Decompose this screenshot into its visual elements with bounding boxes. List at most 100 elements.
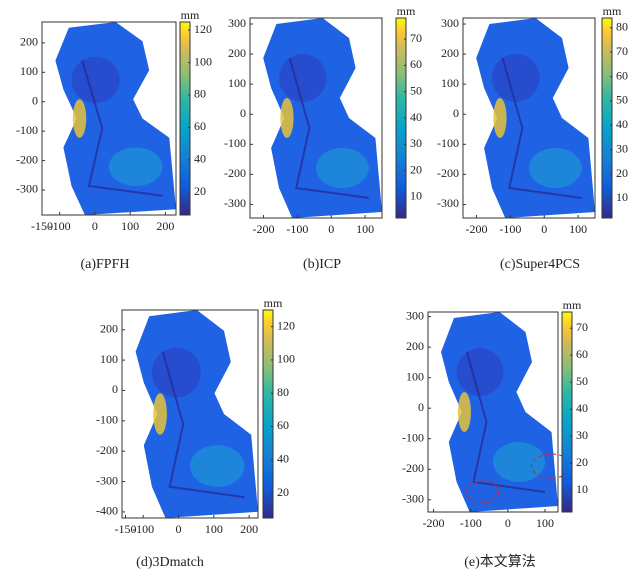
error-patch: [457, 392, 471, 432]
contour: [288, 57, 369, 199]
colorbar-tick-label: 20: [277, 485, 289, 499]
colorbar-tick-label: 10: [410, 189, 422, 203]
colorbar-tick-label: 50: [410, 83, 422, 97]
y-tick-label: -300: [402, 492, 424, 506]
colorbar-label: mm: [397, 4, 416, 18]
x-tick-label: 0: [541, 222, 547, 236]
y-tick-label: -100: [224, 136, 246, 150]
error-patch: [279, 54, 327, 102]
x-tick-label: 0: [328, 222, 334, 236]
y-tick-label: 0: [240, 106, 246, 120]
x-tick-label: 0: [505, 516, 511, 530]
y-tick-label: 300: [441, 16, 459, 30]
colorbar: [561, 311, 573, 513]
error-patch: [280, 98, 294, 138]
error-patch: [153, 393, 167, 435]
highlight-ring: [466, 480, 500, 504]
colorbar-tick-label: 40: [277, 452, 289, 466]
colorbar-tick-label: 60: [277, 418, 289, 432]
x-tick-label: -200: [253, 222, 275, 236]
x-tick-label: 100: [121, 219, 139, 233]
axes-frame: [462, 17, 596, 219]
colorbar-tick-label: 100: [194, 54, 212, 68]
colorbar-tick-label: 80: [194, 87, 206, 101]
x-tick-label: 100: [569, 222, 587, 236]
x-tick-label: -150: [31, 219, 53, 233]
y-tick-label: -100: [402, 430, 424, 444]
y-tick-label: -200: [96, 443, 118, 457]
axes-frame: [41, 21, 177, 216]
x-tick-label: 100: [536, 516, 554, 530]
error-patch: [492, 54, 540, 102]
axes-frame: [121, 309, 259, 519]
colorbar-tick-label: 120: [194, 22, 212, 36]
x-tick-label: -100: [49, 219, 71, 233]
error-patch: [316, 148, 369, 188]
y-tick-label: 100: [406, 369, 424, 383]
colorbar-label: mm: [264, 296, 283, 310]
y-tick-label: 300: [406, 308, 424, 322]
colorbar-tick-label: 40: [410, 110, 422, 124]
x-tick-label: 100: [205, 522, 223, 536]
error-patch: [71, 56, 120, 104]
y-tick-label: -200: [402, 461, 424, 475]
colorbar-tick-label: 20: [194, 184, 206, 198]
colorbar-tick-label: 30: [616, 141, 628, 155]
y-tick-label: -300: [16, 182, 38, 196]
x-tick-label: 200: [156, 219, 174, 233]
colorbar-tick-label: 20: [410, 162, 422, 176]
colorbar-tick-label: 50: [616, 93, 628, 107]
colorbar-tick-label: 20: [616, 166, 628, 180]
y-tick-label: -300: [224, 196, 246, 210]
error-patch: [109, 147, 163, 187]
y-tick-label: 200: [20, 35, 38, 49]
x-tick-label: 0: [176, 522, 182, 536]
y-tick-label: -200: [224, 166, 246, 180]
colorbar-tick-label: 60: [410, 57, 422, 71]
y-tick-label: -200: [437, 166, 459, 180]
y-tick-label: -100: [437, 136, 459, 150]
y-tick-label: -200: [16, 152, 38, 166]
x-tick-label: -100: [460, 516, 482, 530]
x-tick-label: -200: [423, 516, 445, 530]
y-tick-label: 0: [32, 93, 38, 107]
caption: (a)FPFH: [80, 257, 129, 272]
x-tick-label: 200: [240, 522, 258, 536]
colorbar: [601, 17, 613, 219]
error-patch: [493, 442, 545, 482]
caption: (b)ICP: [303, 257, 341, 272]
y-tick-label: 0: [112, 382, 118, 396]
colorbar-tick-label: 60: [194, 119, 206, 133]
colorbar-tick-label: 80: [277, 385, 289, 399]
error-patch: [151, 347, 201, 398]
colorbar: [179, 21, 191, 216]
colorbar-label: mm: [603, 4, 622, 18]
error-patch: [190, 445, 245, 487]
error-patch: [493, 98, 507, 138]
colorbar-tick-label: 60: [576, 347, 588, 361]
y-tick-label: -300: [437, 196, 459, 210]
colorbar-tick-label: 100: [277, 352, 295, 366]
colorbar-tick-label: 80: [616, 20, 628, 34]
error-patch: [72, 99, 87, 138]
colorbar-tick-label: 40: [194, 152, 206, 166]
y-tick-label: 100: [228, 76, 246, 90]
colorbar-label: mm: [181, 8, 200, 22]
y-tick-label: 100: [100, 352, 118, 366]
y-tick-label: -400: [96, 504, 118, 518]
colorbar-tick-label: 50: [576, 374, 588, 388]
y-tick-label: -100: [16, 123, 38, 137]
y-tick-label: 100: [20, 64, 38, 78]
x-tick-label: -150: [115, 522, 137, 536]
axes-frame: [427, 311, 559, 513]
y-tick-label: 0: [453, 106, 459, 120]
colorbar-tick-label: 70: [616, 44, 628, 58]
contour: [161, 351, 245, 499]
colorbar: [262, 309, 274, 519]
x-tick-label: 100: [356, 222, 374, 236]
caption: (c)Super4PCS: [500, 257, 580, 272]
y-tick-label: 0: [418, 400, 424, 414]
caption: (d)3Dmatch: [136, 555, 204, 570]
y-tick-label: 200: [228, 46, 246, 60]
